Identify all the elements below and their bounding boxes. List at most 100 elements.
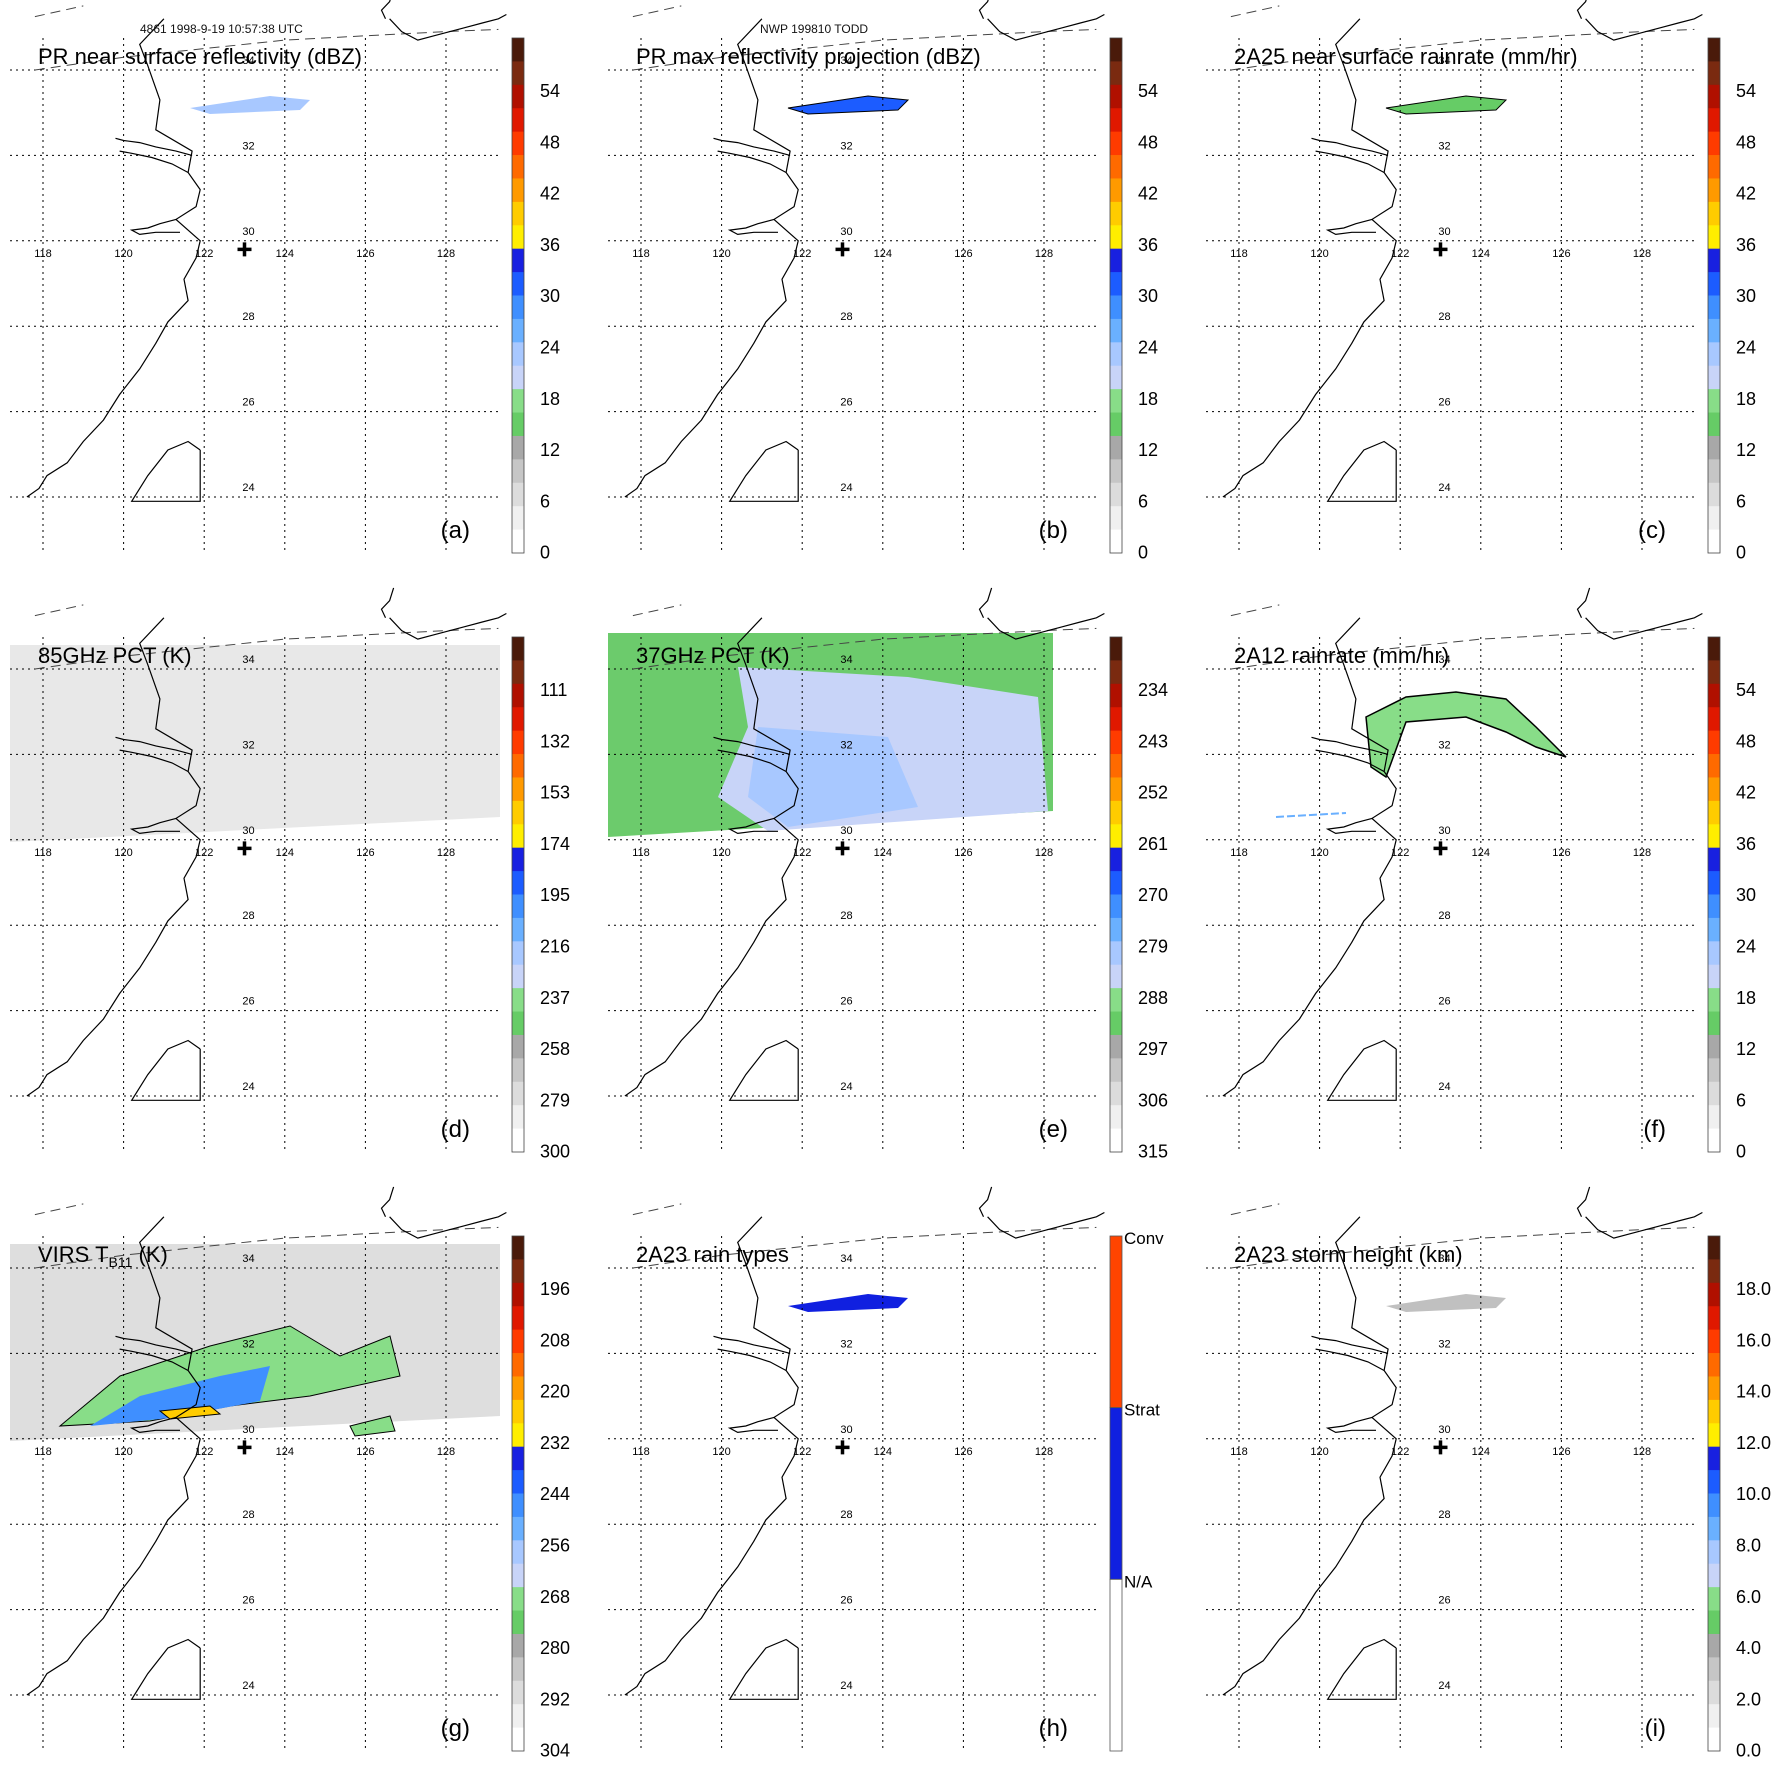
colorbar-tick: 270: [1138, 885, 1168, 905]
colorbar-tick: 18: [1138, 389, 1158, 409]
lat-label: 28: [242, 1509, 254, 1521]
lat-lon-grid: [10, 38, 500, 553]
lat-label: 32: [840, 1338, 852, 1350]
colorbar: 54 48 42 36 30 24 18 12 6 0: [1707, 636, 1756, 1162]
panel-letter: (i): [1645, 1715, 1666, 1742]
swath-edge: [1230, 1226, 1695, 1269]
lon-label: 128: [1035, 248, 1053, 260]
panel-title: 2A23 storm height (km): [1234, 1242, 1463, 1267]
lat-label: 32: [840, 739, 852, 751]
colorbar-tick: 252: [1138, 783, 1168, 803]
lon-label: 122: [1391, 1446, 1409, 1458]
colorbar-tick: 36: [1736, 834, 1756, 854]
lon-label: 120: [712, 1446, 730, 1458]
colorbar: Conv Strat N/A: [1109, 1229, 1164, 1752]
colorbar-tick: 12: [1736, 440, 1756, 460]
colorbar: 234 243 252 261 270 279 288 297 306 315: [1109, 636, 1168, 1162]
colorbar-tick: 244: [540, 1484, 570, 1504]
colorbar-tick: 48: [1736, 132, 1756, 152]
lat-label: 26: [242, 1595, 254, 1607]
orbit-time-header: 4861 1998-9-19 10:57:38 UTC: [140, 22, 303, 36]
colorbar-tick: 12: [1736, 1039, 1756, 1059]
swath-edge: [34, 627, 499, 670]
colorbar-tick: 8.0: [1736, 1536, 1761, 1556]
coastline: [26, 587, 507, 1101]
lon-label: 126: [356, 847, 374, 859]
colorbar-tick: 54: [540, 81, 560, 101]
colorbar-tick: 208: [540, 1330, 570, 1350]
lon-label: 118: [34, 1446, 52, 1458]
lon-label: 118: [34, 847, 52, 859]
colorbar-tick: 18: [1736, 389, 1756, 409]
lon-label: 118: [1230, 847, 1248, 859]
lon-label: 124: [874, 1446, 892, 1458]
lat-lon-grid: [1206, 38, 1696, 553]
location-marker: [835, 242, 850, 257]
colorbar-tick: 0: [1138, 543, 1148, 563]
precip-echo: [1385, 95, 1508, 115]
panel-letter: (g): [441, 1715, 470, 1742]
lon-label: 126: [954, 1446, 972, 1458]
lat-label: 30: [242, 226, 254, 238]
coastline: [1222, 1186, 1703, 1700]
colorbar-tick: 36: [540, 235, 560, 255]
lon-label: 124: [276, 248, 294, 260]
location-marker: [1433, 242, 1448, 257]
lat-label: 28: [242, 910, 254, 922]
lon-label: 128: [1633, 847, 1651, 859]
swath-edge: [34, 28, 499, 71]
lon-label: 118: [1230, 1446, 1248, 1458]
colorbar-tick: 306: [1138, 1090, 1168, 1110]
precip-echo: [1386, 1294, 1506, 1312]
lon-label: 118: [632, 1446, 650, 1458]
swath-edge: [1230, 627, 1695, 670]
lat-label: 28: [1438, 910, 1450, 922]
lon-label: 124: [276, 1446, 294, 1458]
colorbar-tick: 42: [1736, 184, 1756, 204]
lat-label: 24: [242, 482, 254, 494]
lat-label: 28: [1438, 1509, 1450, 1521]
panel-e: 118 120 122 124 126 128 34 32 30 28 26 24 37GHz PCT …: [608, 587, 1168, 1162]
panel-letter: (b): [1039, 517, 1068, 544]
colorbar-tick: 292: [540, 1689, 570, 1709]
lat-label: 30: [840, 1424, 852, 1436]
lon-label: 122: [195, 847, 213, 859]
colorbar-tick: 258: [540, 1039, 570, 1059]
lat-label: 28: [242, 311, 254, 323]
lat-lon-grid: [1206, 637, 1696, 1152]
colorbar-tick: 0.0: [1736, 1741, 1761, 1761]
colorbar-tick: 42: [1138, 184, 1158, 204]
colorbar-tick: 12: [1138, 440, 1158, 460]
swath-edge: [632, 28, 1097, 71]
lat-label: 24: [1438, 1680, 1450, 1692]
swath-edge: [34, 1226, 499, 1269]
lat-label: 32: [1438, 140, 1450, 152]
lon-label: 126: [1552, 1446, 1570, 1458]
lon-label: 126: [1552, 248, 1570, 260]
lon-label: 128: [1035, 1446, 1053, 1458]
panel-title: 2A25 near surface rainrate (mm/hr): [1234, 44, 1578, 69]
lat-label: 34: [242, 654, 254, 666]
location-marker: [1433, 1440, 1448, 1455]
colorbar-tick: 234: [1138, 680, 1168, 700]
colorbar-tick: 2.0: [1736, 1689, 1761, 1709]
colorbar-tick: 0: [540, 543, 550, 563]
lat-label: 34: [1438, 1253, 1450, 1265]
lat-label: 30: [242, 825, 254, 837]
lon-label: 120: [114, 1446, 132, 1458]
lat-label: 30: [840, 825, 852, 837]
colorbar-tick: 24: [1736, 937, 1756, 957]
coastline: [1222, 587, 1703, 1101]
coastline: [624, 587, 1105, 1101]
colorbar-tick: 243: [1138, 731, 1168, 751]
colorbar-tick: 30: [1736, 885, 1756, 905]
lat-label: 34: [1438, 654, 1450, 666]
precip-echo: [190, 96, 310, 114]
lon-label: 128: [437, 847, 455, 859]
colorbar-tick: Conv: [1124, 1229, 1164, 1248]
lat-label: 34: [1438, 55, 1450, 67]
